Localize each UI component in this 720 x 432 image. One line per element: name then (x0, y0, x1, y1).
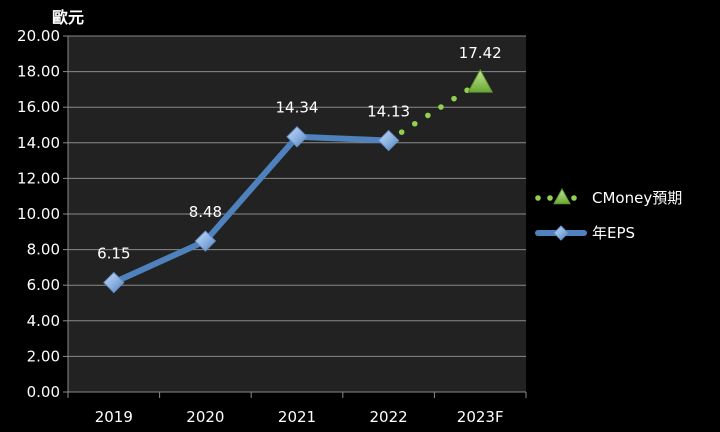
data-label: 14.34 (276, 99, 319, 117)
eps-marker (377, 129, 400, 152)
legend-dot (547, 195, 553, 201)
x-tick-label: 2022 (370, 408, 408, 426)
x-tick-label: 2020 (186, 408, 224, 426)
legend-label: CMoney預期 (592, 189, 682, 207)
legend-triangle-marker (553, 187, 571, 205)
y-tick-label: 4.00 (27, 312, 60, 330)
data-label: 14.13 (367, 102, 410, 120)
gridlines (68, 35, 526, 357)
data-label: 17.42 (459, 44, 502, 62)
eps-marker (194, 230, 217, 252)
x-tick-label: 2021 (278, 408, 316, 426)
y-tick-label: 20.00 (17, 27, 60, 45)
eps-marker (103, 271, 125, 294)
y-tick-label: 14.00 (17, 134, 60, 152)
x-tick-label: 2019 (95, 408, 133, 426)
y-tick-label: 0.00 (27, 383, 60, 401)
legend-dot (535, 195, 541, 201)
forecast-marker (467, 68, 494, 93)
y-axis-unit: 歐元 (52, 8, 84, 27)
y-tick-label: 16.00 (17, 98, 60, 116)
forecast-dot (438, 104, 444, 110)
legend-label: 年EPS (592, 224, 635, 242)
data-label: 8.48 (189, 203, 222, 221)
forecast-dot (425, 112, 431, 119)
legend-diamond-marker (553, 225, 569, 241)
y-tick-label: 12.00 (17, 169, 60, 187)
y-tick-label: 6.00 (27, 276, 60, 294)
eps-line (110, 133, 392, 286)
forecast-dot (411, 120, 418, 127)
data-label: 6.15 (97, 245, 130, 263)
series (103, 68, 494, 294)
y-tick-label: 8.00 (27, 241, 60, 259)
y-tick-label: 2.00 (27, 347, 60, 365)
data-labels: 17.42 6.15 8.48 14.34 14.13 (97, 44, 502, 263)
axes: 0.00 2.00 4.00 6.00 8.00 10.00 12.00 14.00 16.00… (17, 27, 527, 426)
forecast-dot (398, 129, 405, 135)
y-tick-label: 10.00 (17, 205, 60, 223)
legend-dot (571, 195, 577, 201)
forecast-dot (451, 95, 457, 102)
y-tick-label: 18.00 (17, 63, 60, 81)
eps-marker (286, 126, 308, 148)
x-tick-label: 2023F (457, 408, 504, 426)
